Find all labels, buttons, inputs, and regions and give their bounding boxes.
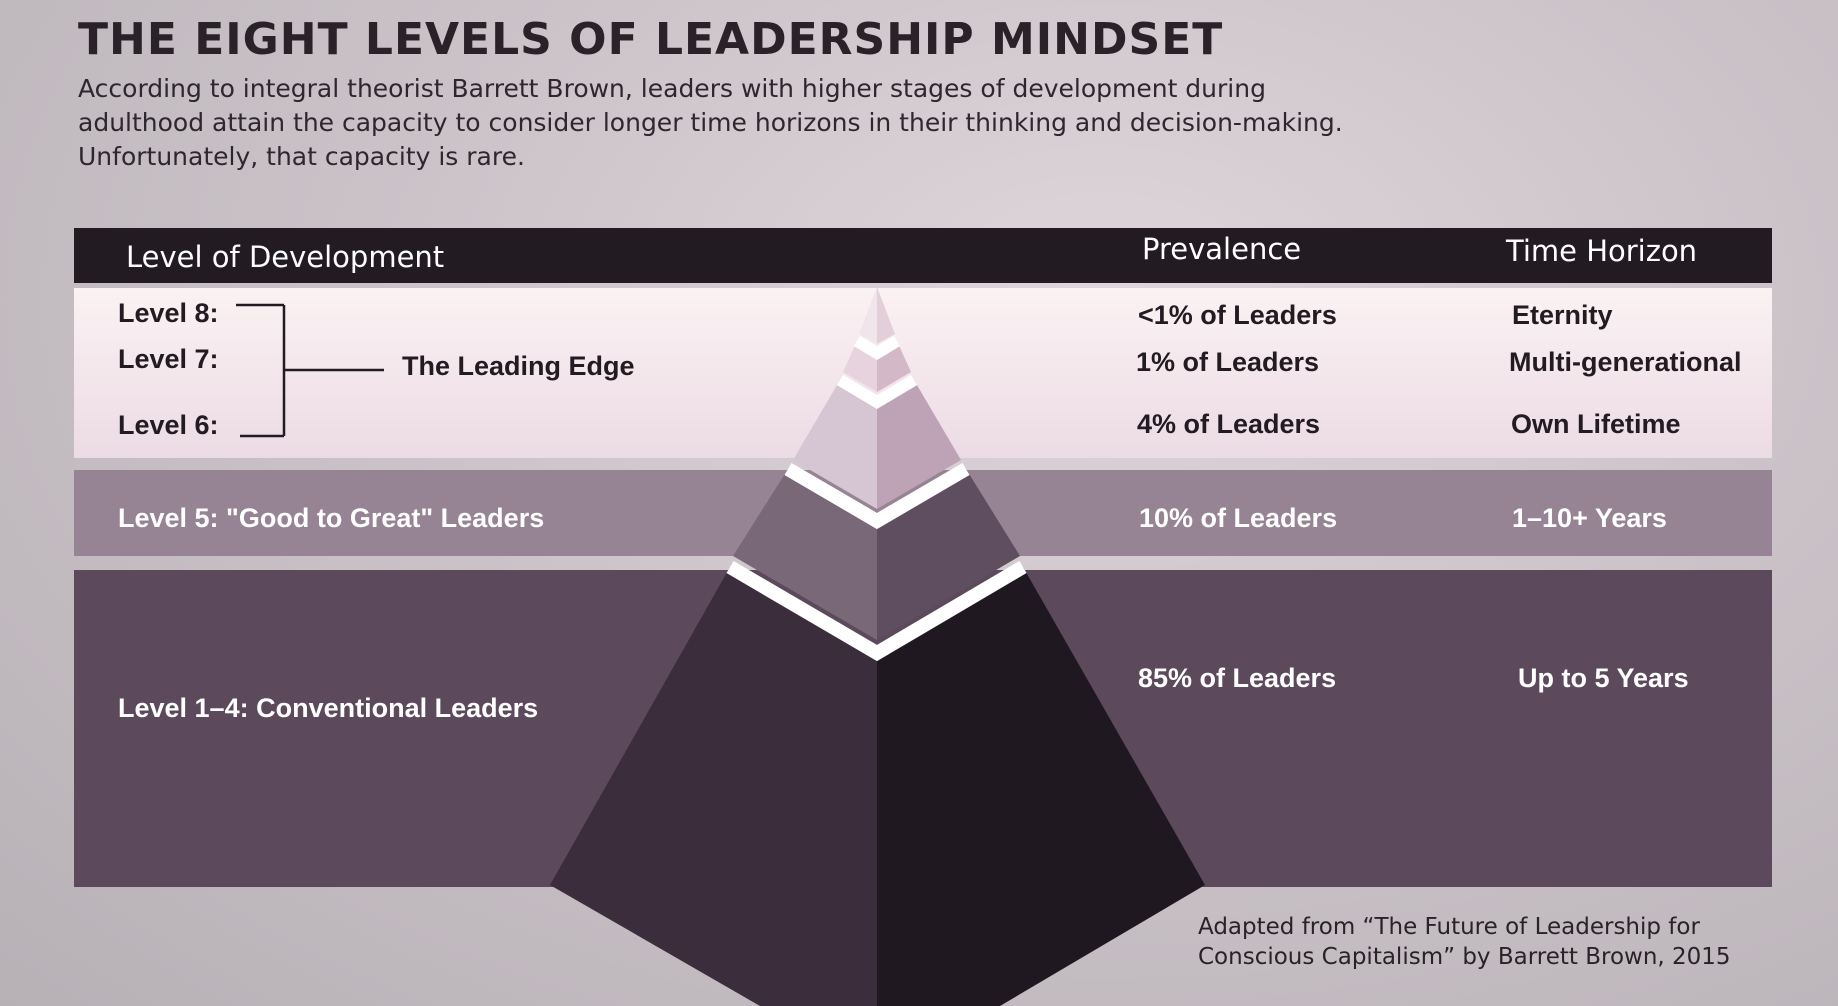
row-level-7-label: Level 7: (118, 344, 219, 374)
row-conventional-prevalence: 85% of Leaders (1138, 663, 1337, 693)
source-credit-line-2: Conscious Capitalism” by Barrett Brown, … (1198, 944, 1731, 970)
source-credit-line-1: Adapted from “The Future of Leadership f… (1198, 914, 1700, 940)
leading-edge-group-label: The Leading Edge (402, 351, 635, 381)
header-level: Level of Development (126, 240, 445, 274)
row-conventional-horizon: Up to 5 Years (1518, 663, 1689, 693)
pyramid-separator-8 (853, 335, 901, 360)
pyramid-separator-5 (726, 560, 1027, 662)
pyramid-tier-8-right (877, 287, 895, 344)
row-level-8-label: Level 8: (118, 298, 219, 328)
row-level-7-prevalence: 1% of Leaders (1136, 347, 1320, 377)
row-level-6-prevalence: 4% of Leaders (1137, 409, 1321, 439)
table-header-band (74, 228, 1772, 283)
intro-text: According to integral theorist Barrett B… (78, 74, 1343, 171)
row-level-5-prevalence: 10% of Leaders (1139, 503, 1338, 533)
row-level-8-horizon: Eternity (1512, 300, 1613, 330)
row-level-6-label: Level 6: (118, 410, 219, 440)
row-conventional-label: Level 1–4: Conventional Leaders (118, 693, 539, 723)
pyramid-tier-1-4-right (877, 567, 1205, 1006)
page-title: THE EIGHT LEVELS OF LEADERSHIP MINDSET (78, 14, 1224, 65)
row-level-6-horizon: Own Lifetime (1511, 409, 1681, 439)
row-level-8-prevalence: <1% of Leaders (1138, 300, 1337, 330)
pyramid-tier-8-left (859, 287, 877, 344)
pyramid-tier-6-right (877, 380, 961, 509)
source-credit: Adapted from “The Future of Leadership f… (1198, 912, 1731, 972)
row-level-5-horizon: 1–10+ Years (1512, 503, 1667, 533)
header-prevalence: Prevalence (1142, 232, 1302, 266)
leading-edge-bracket (236, 303, 384, 438)
pyramid-separator-6 (784, 462, 970, 530)
row-level-7-horizon: Multi-generational (1509, 347, 1742, 377)
row-level-5-label: Level 5: "Good to Great" Leaders (118, 503, 545, 533)
pyramid-tier-5-left (733, 469, 877, 640)
pyramid-tier-5-right (877, 469, 1020, 640)
pyramid-tier-6-left (793, 380, 877, 509)
header-horizon: Time Horizon (1506, 234, 1698, 268)
pyramid-separator-7 (836, 374, 918, 409)
pyramid-tier-1-4-left (550, 567, 877, 1006)
